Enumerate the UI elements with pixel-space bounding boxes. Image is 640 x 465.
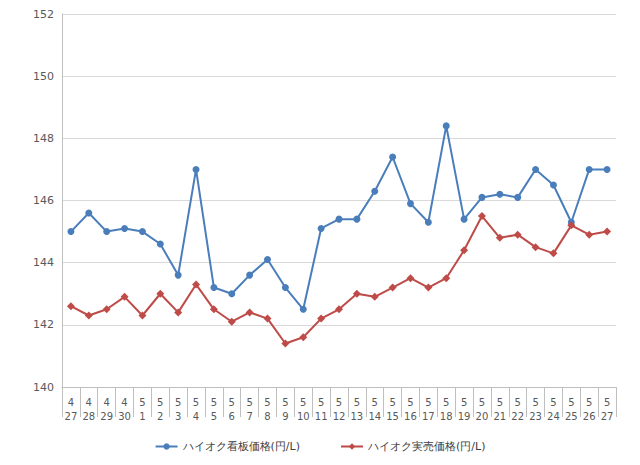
svg-text:9: 9: [282, 411, 288, 422]
svg-text:5: 5: [532, 397, 538, 408]
svg-text:1: 1: [139, 411, 145, 422]
svg-text:5: 5: [568, 397, 574, 408]
svg-text:5: 5: [604, 397, 610, 408]
svg-text:22: 22: [511, 411, 524, 422]
svg-text:4: 4: [121, 397, 127, 408]
svg-text:150: 150: [33, 70, 54, 83]
svg-text:29: 29: [100, 411, 113, 422]
svg-text:5: 5: [372, 397, 378, 408]
svg-text:5: 5: [139, 397, 145, 408]
svg-text:11: 11: [315, 411, 328, 422]
svg-text:140: 140: [33, 381, 54, 394]
svg-text:10: 10: [297, 411, 310, 422]
svg-text:2: 2: [157, 411, 163, 422]
svg-text:5: 5: [246, 397, 252, 408]
svg-text:23: 23: [529, 411, 542, 422]
svg-text:5: 5: [425, 397, 431, 408]
svg-text:6: 6: [229, 411, 235, 422]
svg-text:30: 30: [118, 411, 131, 422]
svg-text:5: 5: [389, 397, 395, 408]
svg-text:21: 21: [493, 411, 506, 422]
svg-text:8: 8: [264, 411, 270, 422]
svg-text:3: 3: [175, 411, 181, 422]
svg-text:5: 5: [497, 397, 503, 408]
svg-text:5: 5: [264, 397, 270, 408]
svg-text:4: 4: [193, 411, 199, 422]
svg-text:5: 5: [211, 397, 217, 408]
svg-text:5: 5: [336, 397, 342, 408]
svg-text:5: 5: [318, 397, 324, 408]
svg-text:28: 28: [82, 411, 95, 422]
svg-text:5: 5: [193, 397, 199, 408]
svg-text:5: 5: [354, 397, 360, 408]
svg-text:14: 14: [368, 411, 381, 422]
svg-text:16: 16: [404, 411, 417, 422]
svg-text:18: 18: [440, 411, 453, 422]
svg-text:5: 5: [282, 397, 288, 408]
svg-text:ハイオク実売価格(円/L): ハイオク実売価格(円/L): [367, 440, 485, 453]
svg-text:152: 152: [33, 8, 54, 21]
svg-text:144: 144: [33, 256, 54, 269]
svg-text:25: 25: [565, 411, 578, 422]
svg-text:5: 5: [175, 397, 181, 408]
svg-text:4: 4: [68, 397, 74, 408]
svg-text:15: 15: [386, 411, 399, 422]
svg-text:24: 24: [547, 411, 560, 422]
svg-text:13: 13: [351, 411, 364, 422]
svg-text:5: 5: [461, 397, 467, 408]
svg-text:17: 17: [422, 411, 435, 422]
svg-text:142: 142: [33, 318, 54, 331]
svg-text:20: 20: [476, 411, 489, 422]
svg-text:5: 5: [586, 397, 592, 408]
svg-text:5: 5: [479, 397, 485, 408]
svg-text:7: 7: [246, 411, 252, 422]
svg-text:5: 5: [300, 397, 306, 408]
svg-text:5: 5: [211, 411, 217, 422]
svg-text:19: 19: [458, 411, 471, 422]
svg-text:27: 27: [601, 411, 614, 422]
svg-text:26: 26: [583, 411, 596, 422]
svg-text:5: 5: [443, 397, 449, 408]
svg-text:4: 4: [86, 397, 92, 408]
svg-text:5: 5: [157, 397, 163, 408]
svg-text:5: 5: [550, 397, 556, 408]
svg-text:5: 5: [229, 397, 235, 408]
svg-text:146: 146: [33, 194, 54, 207]
svg-text:ハイオク看板価格(円/L): ハイオク看板価格(円/L): [182, 440, 300, 453]
svg-text:4: 4: [103, 397, 109, 408]
svg-text:5: 5: [407, 397, 413, 408]
svg-text:27: 27: [65, 411, 78, 422]
svg-text:148: 148: [33, 132, 54, 145]
svg-text:5: 5: [515, 397, 521, 408]
svg-text:12: 12: [333, 411, 346, 422]
